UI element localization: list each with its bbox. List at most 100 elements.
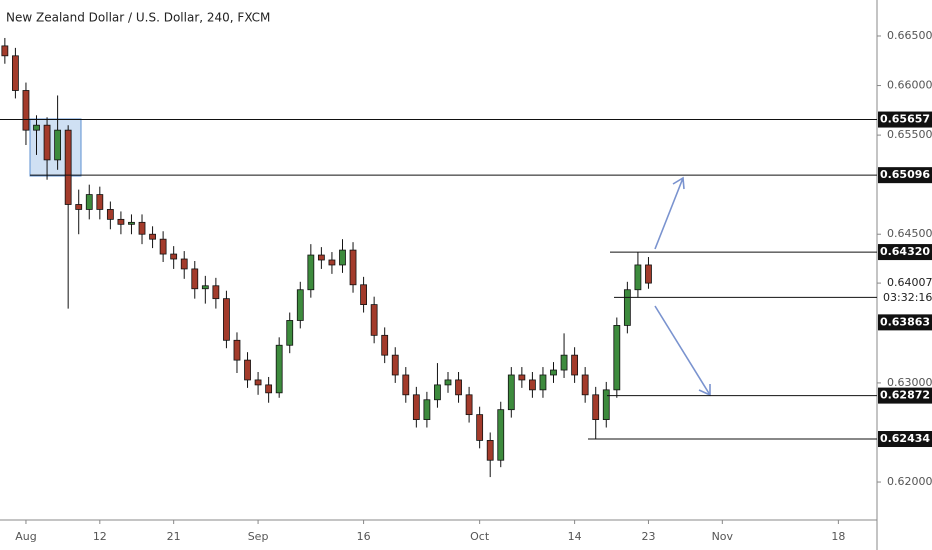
level-label-box [878,314,932,331]
candle-body [85,194,93,210]
candle-body [96,194,104,210]
arrow-up-head [672,176,685,190]
level-label-box [878,111,932,128]
x-tick-label: Oct [470,530,490,543]
x-tick-label: Nov [712,530,734,543]
candle-body [412,394,420,420]
level-label: 0.65096 [880,168,930,181]
candle-body [296,289,304,321]
candle-body [275,344,283,394]
candle-body [265,384,273,394]
y-tick-label: 0.63000 [887,376,932,389]
candle-body [317,254,325,261]
candle-body [370,304,378,336]
level-label-box [878,244,932,261]
candle-body [518,374,526,381]
candle-body [170,253,178,260]
y-tick-label: 0.66000 [887,79,932,92]
candle-body [307,254,315,291]
y-tick-label: 0.62000 [887,475,932,488]
candle-body [465,394,473,416]
candle-body [539,374,547,391]
candle-body [212,285,220,300]
candle-body [571,354,579,376]
candle-body [128,221,135,225]
candle-body [33,124,40,131]
candle-body [54,129,62,161]
candle-body [254,379,262,386]
candle-body [529,379,536,391]
candle-body [602,389,610,420]
candle-body [634,264,642,291]
candle-body [43,124,51,161]
candle-body [623,289,631,326]
last-price-label: 0.64007 [887,276,932,289]
candle-body [64,129,72,205]
level-label: 0.63863 [880,315,930,328]
candle-body [360,284,367,306]
candle-body [349,249,357,286]
countdown: 03:32:16 [883,291,932,304]
candle-body [486,440,494,461]
candle-body [550,369,557,376]
arrow-down-head [698,384,711,397]
candle-body [560,354,568,371]
candle-body [180,258,188,270]
candle-body [244,359,251,381]
candle-body [402,374,410,396]
y-tick-label: 0.66500 [887,29,932,42]
candle-body [455,379,462,396]
candle-body [497,409,505,461]
candle-body [106,209,114,220]
x-tick-label: 14 [568,530,582,543]
candle-body [613,325,621,391]
arrows [654,176,711,397]
level-label: 0.62434 [880,432,930,445]
candle-body [476,414,484,441]
x-tick-label: 23 [641,530,655,543]
candle-body [645,264,652,284]
candle-body [328,259,336,266]
candle-body [286,320,294,346]
level-label-box [878,167,932,184]
candle-body [381,334,389,356]
candle-body [22,90,30,131]
candle-body [434,384,441,401]
candle-body [233,339,241,361]
x-tick-label: Aug [15,530,36,543]
candle-body [391,354,399,376]
candle-body [75,204,83,210]
x-tick-label: Sep [248,530,269,543]
x-tick-label: 16 [357,530,371,543]
y-tick-label: 0.64500 [887,227,932,240]
candle-body [223,298,230,341]
candle-body [149,233,156,240]
candle-body [339,249,346,266]
level-label-box [878,431,932,448]
candle-body [444,379,452,386]
arrow-down [654,305,711,396]
candle-body [201,285,209,290]
level-label: 0.62872 [880,389,930,402]
x-tick-label: 12 [93,530,107,543]
chart-title: New Zealand Dollar / U.S. Dollar, 240, F… [6,11,270,25]
y-tick-label: 0.65500 [887,128,932,141]
candle-body [507,374,515,411]
x-tick-label: 21 [167,530,181,543]
level-label-box [878,387,932,404]
candle-body [581,374,589,396]
candle-body [592,394,600,420]
candle-body [191,268,199,290]
level-label: 0.64320 [880,245,930,258]
candle-body [1,45,9,57]
candle-body [138,221,146,235]
candle-body [12,55,19,91]
level-label: 0.65657 [880,113,930,126]
arrow-up [654,177,684,250]
candle-body [159,238,167,255]
candle-body [117,218,125,225]
x-tick-label: 18 [831,530,845,543]
